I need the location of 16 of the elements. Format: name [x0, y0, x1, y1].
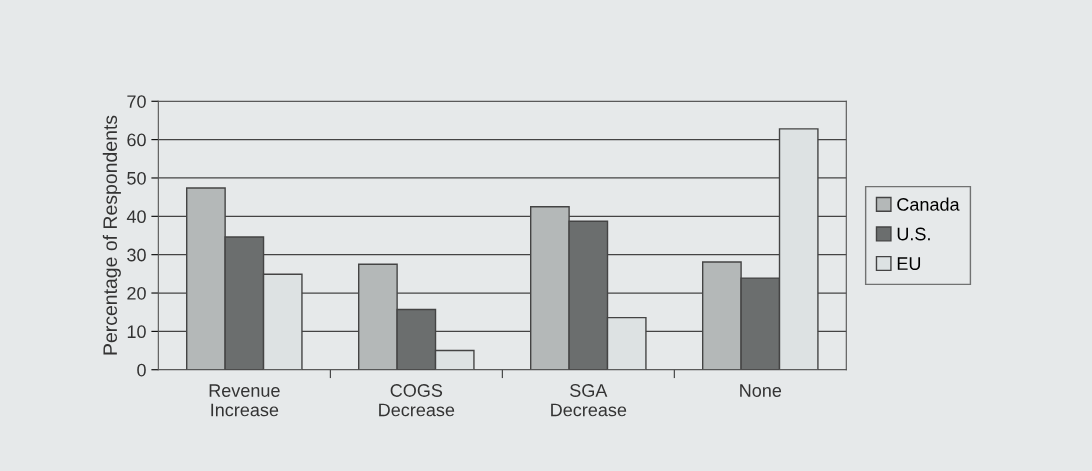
- y-tick-label: 70: [127, 95, 146, 108]
- y-tick-label: 50: [127, 171, 146, 185]
- y-tick-label: 0: [137, 363, 146, 377]
- y-tick-label: 10: [127, 325, 146, 339]
- x-tick-label: Revenue Increase: [209, 384, 280, 417]
- y-tick-label: 20: [127, 286, 146, 300]
- x-tick-label: SGA Decrease: [551, 384, 627, 417]
- y-tick-label: 30: [127, 248, 146, 262]
- y-axis-title: Percentage of Respondents: [102, 115, 121, 355]
- x-tick-label: COGS Decrease: [379, 384, 455, 417]
- legend-label: EU: [897, 257, 921, 270]
- x-tick-label: None: [740, 384, 782, 397]
- y-tick-label: 40: [126, 210, 146, 224]
- legend-label: Canada: [897, 197, 960, 211]
- legend-label: U.S.: [897, 227, 930, 241]
- y-tick-label: 60: [127, 133, 146, 147]
